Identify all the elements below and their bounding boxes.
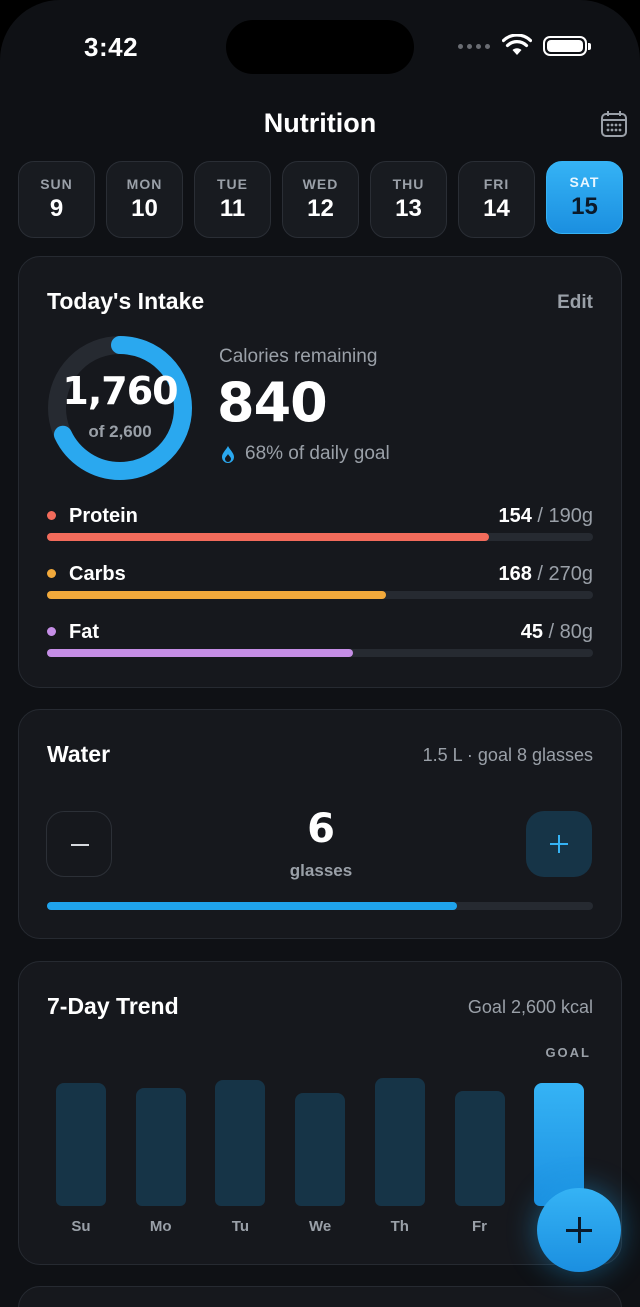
trend-card: 7-Day Trend Goal 2,600 kcal GOAL Su Mo Tu W… xyxy=(18,961,622,1265)
macro-value: 154 / 190g xyxy=(498,505,593,527)
increase-water-button[interactable] xyxy=(526,811,592,877)
water-title: Water xyxy=(47,741,111,767)
trend-label-tu: Tu xyxy=(231,1218,249,1235)
battery-icon xyxy=(543,36,591,56)
macro-track xyxy=(47,533,593,541)
trend-subtitle: Goal 2,600 kcal xyxy=(467,997,593,1017)
trend-bar-tu xyxy=(215,1080,266,1206)
water-progress-bar xyxy=(47,902,457,910)
flame-icon xyxy=(222,446,234,463)
macro-protein: Protein 154 / 190g xyxy=(47,505,593,549)
trend-bar-th xyxy=(374,1077,425,1206)
macro-name: Carbs xyxy=(69,563,126,585)
calories-remaining-value: 840 xyxy=(217,371,328,434)
signal-icon xyxy=(458,44,490,49)
day-name: TUE xyxy=(217,176,248,192)
day-number: 12 xyxy=(307,195,334,222)
macro-name: Fat xyxy=(69,621,99,643)
macro-track xyxy=(47,591,593,599)
macro-carbs: Carbs 168 / 270g xyxy=(47,563,593,607)
page-title: Nutrition xyxy=(263,108,377,138)
decrease-water-button[interactable] xyxy=(46,811,112,877)
water-unit: glasses xyxy=(289,861,353,880)
status-time: 3:42 xyxy=(84,32,139,62)
next-card xyxy=(18,1286,622,1307)
fat-dot xyxy=(47,627,56,636)
calories-remaining-label: Calories remaining xyxy=(219,346,378,367)
day-name: SAT xyxy=(569,174,600,190)
intake-card: Today's Intake Edit 1,760 of 2,600 Calor… xyxy=(18,256,622,688)
day-selector: SUN 9 MON 10 TUE 11 WED 12 THU 13 FRI 14 SAT 15 xyxy=(18,161,623,238)
day-name: SUN xyxy=(40,176,73,192)
trend-chart: SuMoTuWeThFrSa xyxy=(19,962,623,1266)
water-card: Water 1.5 L · goal 8 glasses 6 glasses xyxy=(18,709,622,939)
calories-total: of 2,600 xyxy=(88,422,152,441)
water-subtitle: 1.5 L · goal 8 glasses xyxy=(422,745,593,765)
trend-label-mo: Mo xyxy=(149,1218,172,1235)
day-number: 15 xyxy=(571,193,598,220)
trend-bar-su xyxy=(56,1083,106,1206)
macro-bar xyxy=(47,533,490,541)
day-name: WED xyxy=(302,176,339,192)
day-sun[interactable]: SUN 9 xyxy=(18,161,95,238)
day-number: 9 xyxy=(49,195,64,222)
macro-fat: Fat 45 / 80g xyxy=(47,621,593,665)
trend-label-su: Su xyxy=(71,1218,91,1235)
daily-goal-text: 68% of daily goal xyxy=(245,443,390,464)
day-sat-selected[interactable]: SAT 15 xyxy=(546,161,623,234)
day-number: 14 xyxy=(483,195,510,222)
trend-bar-we xyxy=(295,1092,346,1206)
macro-value: 45 / 80g xyxy=(520,621,593,643)
water-count: 6 xyxy=(307,806,335,852)
status-bar: 3:42 xyxy=(0,0,640,90)
day-mon[interactable]: MON 10 xyxy=(106,161,183,238)
trend-bar-mo xyxy=(135,1087,186,1206)
calories-consumed: 1,760 xyxy=(62,369,178,413)
macro-track xyxy=(47,649,593,657)
day-name: THU xyxy=(392,176,425,192)
protein-dot xyxy=(47,511,56,520)
trend-label-fr: Fr xyxy=(472,1218,487,1235)
macro-bar xyxy=(47,591,386,599)
macro-name: Protein xyxy=(69,505,138,527)
trend-bar-sa xyxy=(534,1083,585,1206)
macro-bar xyxy=(47,649,353,657)
goal-tag: GOAL xyxy=(545,1045,591,1060)
trend-label-we: We xyxy=(308,1218,332,1235)
macro-value: 168 / 270g xyxy=(498,563,593,585)
water-progress-track xyxy=(47,902,593,910)
day-thu[interactable]: THU 13 xyxy=(370,161,447,238)
edit-button[interactable]: Edit xyxy=(557,292,593,313)
day-number: 11 xyxy=(219,195,246,222)
day-fri[interactable]: FRI 14 xyxy=(458,161,535,238)
dynamic-island xyxy=(226,20,414,74)
day-tue[interactable]: TUE 11 xyxy=(194,161,271,238)
intake-title: Today's Intake xyxy=(47,288,205,314)
day-number: 13 xyxy=(395,195,422,222)
trend-label-th: Th xyxy=(390,1218,409,1235)
wifi-icon xyxy=(502,34,532,55)
add-entry-button[interactable] xyxy=(537,1188,621,1272)
carbs-dot xyxy=(47,569,56,578)
day-name: FRI xyxy=(483,176,510,192)
calendar-icon[interactable] xyxy=(600,110,628,138)
day-number: 10 xyxy=(131,195,158,222)
trend-bar-fr xyxy=(454,1090,505,1206)
calorie-ring xyxy=(48,336,192,480)
day-wed[interactable]: WED 12 xyxy=(282,161,359,238)
day-name: MON xyxy=(126,176,163,192)
trend-title: 7-Day Trend xyxy=(47,993,179,1019)
daily-goal-line: 68% of daily goal xyxy=(221,443,390,465)
